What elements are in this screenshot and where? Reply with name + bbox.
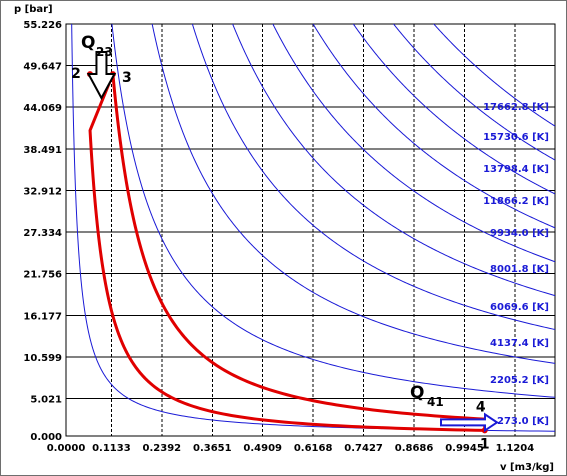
x-axis-label: v [m3/kg] <box>500 462 554 473</box>
x-tick-label: 0.6168 <box>294 443 333 454</box>
point-label: 1 <box>480 436 490 452</box>
isotherm-line <box>433 24 555 127</box>
y-tick-label: 27.334 <box>23 228 62 239</box>
heat-out-label: Q <box>410 383 424 403</box>
y-tick-label: 55.226 <box>23 20 62 31</box>
isotherm-label: 9934.0 [K] <box>490 228 549 239</box>
y-tick-label: 10.599 <box>23 353 62 364</box>
isotherm-label: 2205.2 [K] <box>490 375 549 386</box>
y-tick-label: 38.491 <box>23 145 62 156</box>
y-axis-label: p [bar] <box>14 4 53 15</box>
heat-in-arrow <box>86 51 117 101</box>
isotherm-line <box>272 24 555 263</box>
y-tick-label: 0.000 <box>30 432 62 443</box>
isotherm-line <box>312 24 555 229</box>
x-tick-label: 0.3651 <box>193 443 232 454</box>
x-tick-label: 0.2392 <box>143 443 182 454</box>
isotherm-line <box>151 24 555 364</box>
isotherm-label: 273.0 [K] <box>497 416 549 427</box>
isotherm-label: 8001.8 [K] <box>490 264 549 275</box>
heat-in-subscript: 23 <box>96 45 113 59</box>
heat-arrows <box>86 51 499 433</box>
y-tick-label: 32.912 <box>23 186 62 197</box>
heat-in-label: Q <box>81 33 95 53</box>
x-tick-label: 0.7427 <box>344 443 383 454</box>
isotherm-line <box>71 24 555 432</box>
x-tick-label: 0.4909 <box>243 443 282 454</box>
isotherm-label: 13798.4 [K] <box>483 164 549 175</box>
isotherm-label: 6069.6 [K] <box>490 302 549 313</box>
x-tick-label: 0.0000 <box>47 443 86 454</box>
isotherm-line <box>191 24 555 330</box>
y-tick-label: 16.177 <box>23 311 62 322</box>
isotherm-line <box>352 24 555 195</box>
grid-lines <box>65 23 556 437</box>
annotations: 273.0 [K] 2205.2 [K] 4137.4 [K] 6069.6 [K] 8… <box>71 33 549 452</box>
y-tick-label: 44.069 <box>23 103 62 114</box>
point-label: 3 <box>122 70 132 86</box>
point-label: 4 <box>476 399 486 415</box>
cycle-line <box>88 72 487 432</box>
x-tick-label: 0.8686 <box>395 443 434 454</box>
isotherm-line <box>111 24 555 398</box>
isotherm-label: 17662.8 [K] <box>483 102 549 113</box>
isotherms <box>71 24 555 432</box>
y-tick-label: 49.647 <box>23 62 62 73</box>
heat-out-subscript: 41 <box>427 395 444 409</box>
y-tick-label: 5.021 <box>30 395 62 406</box>
isotherm-line <box>392 24 555 161</box>
heat-out-arrow <box>440 412 499 433</box>
point-label: 2 <box>71 66 81 82</box>
y-tick-label: 21.756 <box>23 270 62 281</box>
x-tick-label: 0.9945 <box>445 443 484 454</box>
isotherm-line <box>232 24 555 297</box>
isotherm-label: 4137.4 [K] <box>490 338 549 349</box>
x-tick-label: 1.1204 <box>496 443 535 454</box>
tick-labels: 55.226 49.647 44.069 38.491 32.912 27.334 21.7… <box>23 20 534 454</box>
isotherm-label: 11866.2 [K] <box>483 196 549 207</box>
isotherm-label: 15730.6 [K] <box>483 132 549 143</box>
plot-border <box>65 23 556 437</box>
x-tick-label: 0.1133 <box>92 443 131 454</box>
